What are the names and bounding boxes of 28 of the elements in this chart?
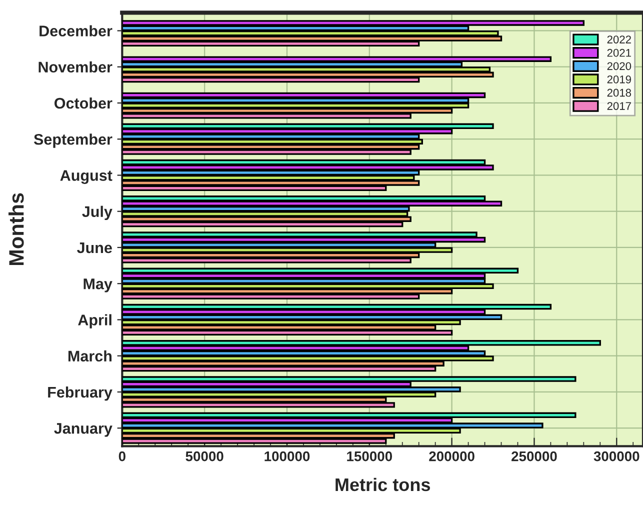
legend-label: 2022 (607, 36, 631, 44)
y-tick-label: August (60, 170, 112, 184)
y-tick-label: April (78, 314, 112, 328)
x-tick-label: 200000 (429, 451, 474, 462)
y-tick-label: December (40, 25, 112, 36)
legend-label: 2019 (607, 76, 631, 84)
y-axis-title: Months (8, 193, 24, 266)
y-tick-label: June (77, 242, 112, 254)
x-axis-title: Metric tons (336, 478, 430, 492)
y-tick-label: February (48, 386, 112, 401)
x-tick-label: 150000 (347, 451, 392, 462)
x-tick-label: 250000 (512, 451, 557, 462)
y-tick-label: May (84, 278, 112, 292)
legend-label: 2018 (607, 88, 632, 97)
legend-label: 2017 (607, 102, 631, 110)
y-tick-label: October (54, 97, 112, 109)
x-tick-label: 100000 (264, 451, 310, 462)
x-tick-label: 300000 (594, 451, 640, 462)
y-tick-label: July (82, 206, 112, 220)
y-tick-label: January (54, 423, 112, 437)
y-tick-label: November (38, 61, 112, 73)
legend-label: 2021 (607, 48, 631, 57)
x-tick-label: 50000 (186, 451, 224, 462)
legend-label: 2020 (607, 62, 632, 70)
bar (122, 412, 576, 418)
y-tick-label: March (68, 350, 112, 362)
y-tick-label: September (34, 134, 112, 148)
x-tick-label: 0 (118, 451, 126, 462)
